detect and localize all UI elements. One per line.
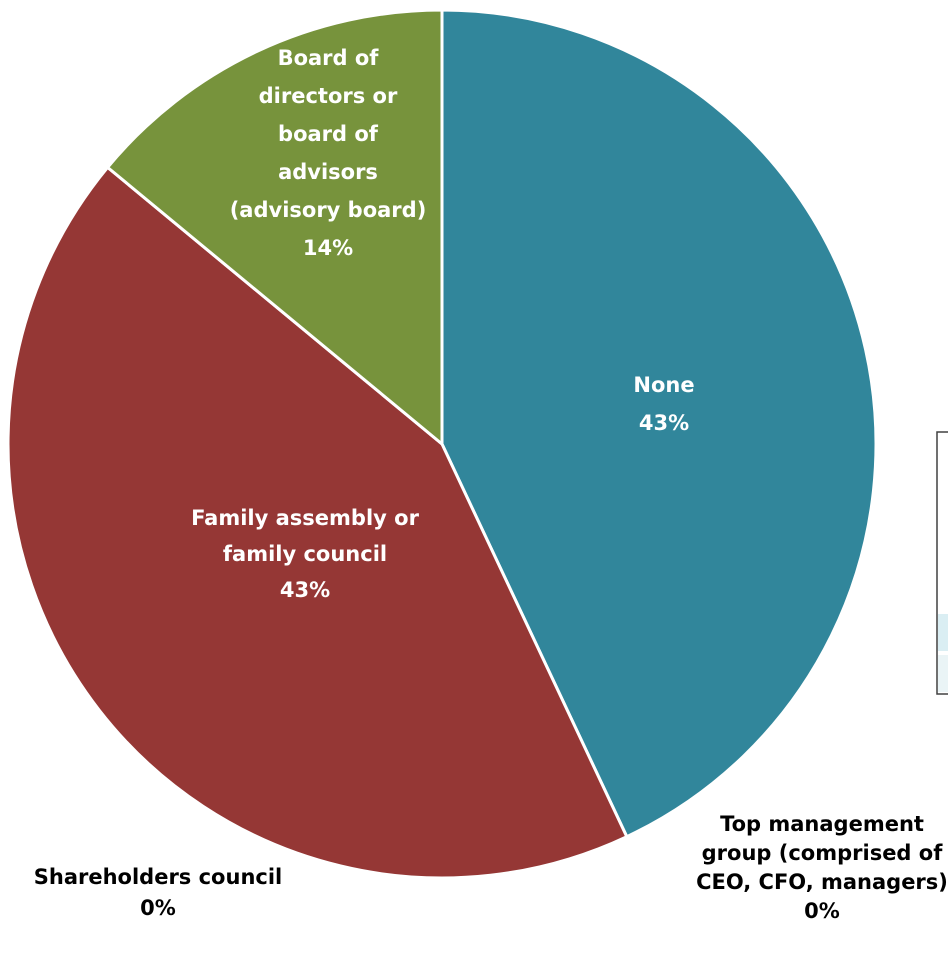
pie-slice-family-assembly-or-family-council [6,165,629,880]
pie-slices [6,8,878,880]
table-cell-highlight [938,614,948,651]
table-border [936,431,948,695]
data-label-top-management-group-comprised-of-ceo-cfo-managers: Top management group (comprised of CEO, CF… [696,812,948,923]
pie-slice-none [440,8,878,839]
data-label-board-of-directors-or-board-of-advisors-advisory-board: Board of directors or board of advisors (adv… [230,46,427,260]
data-label-family-assembly-or-family-council: Family assembly or family council 43% [191,506,420,602]
pie-slice-board-of-directors-or-board-of-advisors-advisory-board [106,8,444,446]
partial-table-fragment [936,431,948,695]
table-cell-highlight [938,655,948,692]
data-label-shareholders-council: Shareholders council 0% [34,865,282,920]
pie-labels: None 43% Top management group (comprised of… [34,46,948,923]
data-label-none: None 43% [633,373,694,435]
